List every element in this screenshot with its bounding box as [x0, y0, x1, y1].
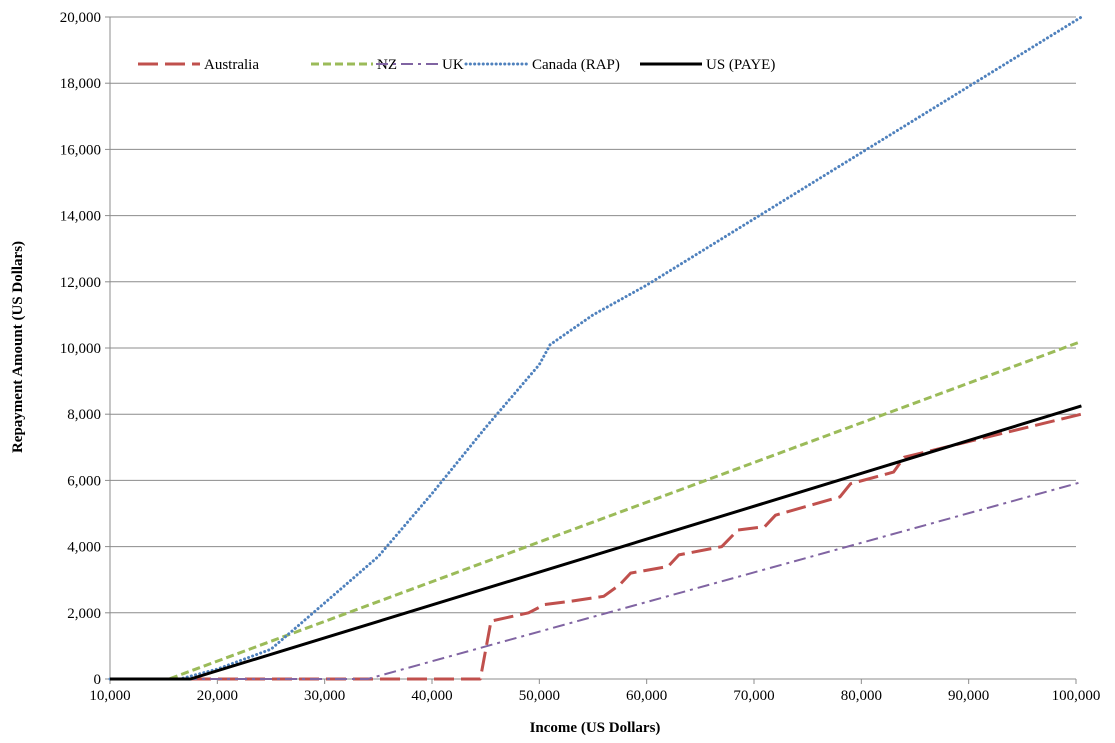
x-axis-title: Income (US Dollars) [530, 720, 661, 736]
x-axis-ticks: 10,000 20,000 30,000 40,000 50,000 60,000 70,0… [89, 679, 1100, 704]
y-tick-label: 18,000 [60, 76, 101, 92]
x-tick-label: 90,000 [948, 688, 989, 704]
y-tick-label: 2,000 [67, 606, 101, 622]
legend-label: US (PAYE) [706, 57, 775, 73]
y-tick-label: 10,000 [60, 341, 101, 357]
y-tick-label: 0 [94, 672, 102, 688]
y-tick-label: 4,000 [67, 540, 101, 556]
x-tick-label: 70,000 [733, 688, 774, 704]
y-axis-ticks: 0 2,000 4,000 6,000 8,000 10,000 12,000 14,000 1… [60, 10, 110, 688]
x-tick-label: 40,000 [411, 688, 452, 704]
y-axis-title: Repayment Amount (US Dollars) [10, 241, 26, 453]
series-lines [108, 15, 1083, 681]
legend-label: Canada (RAP) [532, 57, 620, 73]
x-tick-label: 20,000 [197, 688, 238, 704]
y-tick-label: 16,000 [60, 142, 101, 158]
x-tick-label: 50,000 [519, 688, 560, 704]
legend-label: Australia [204, 57, 259, 73]
x-tick-label: 30,000 [304, 688, 345, 704]
series-line-4 [110, 404, 1082, 681]
series-line-0 [110, 412, 1082, 681]
series-line-2 [110, 481, 1082, 680]
y-tick-label: 8,000 [67, 407, 101, 423]
x-tick-label: 100,000 [1052, 688, 1101, 704]
legend-label: UK [442, 57, 464, 73]
x-tick-label: 10,000 [89, 688, 130, 704]
x-tick-label: 80,000 [841, 688, 882, 704]
y-tick-label: 6,000 [67, 473, 101, 489]
series-line-3 [108, 15, 1083, 681]
y-tick-label: 12,000 [60, 275, 101, 291]
x-tick-label: 60,000 [626, 688, 667, 704]
y-tick-label: 14,000 [60, 209, 101, 225]
gridlines [110, 16, 1076, 614]
y-tick-label: 20,000 [60, 10, 101, 26]
legend: AustraliaNZUKCanada (RAP)US (PAYE) [138, 57, 775, 73]
series-line-1 [110, 339, 1082, 681]
